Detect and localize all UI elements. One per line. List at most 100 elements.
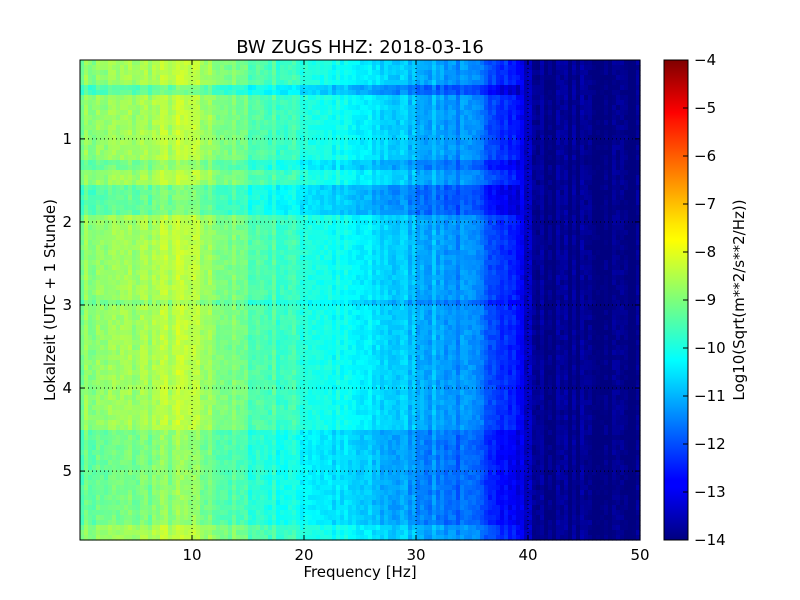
heatmap-cell [320, 115, 325, 121]
heatmap-cell [268, 205, 273, 211]
heatmap-cell [348, 85, 353, 91]
heatmap-cell [556, 195, 561, 201]
heatmap-cell [360, 200, 365, 206]
heatmap-cell [572, 225, 577, 231]
heatmap-cell [172, 120, 177, 126]
heatmap-cell [552, 230, 557, 236]
heatmap-cell [440, 220, 445, 226]
heatmap-cell [560, 140, 565, 146]
heatmap-cell [372, 225, 377, 231]
heatmap-cell [356, 110, 361, 116]
heatmap-cell [284, 215, 289, 221]
heatmap-cell [260, 95, 265, 101]
heatmap-cell [552, 80, 557, 86]
heatmap-cell [148, 225, 153, 231]
heatmap-cell [580, 110, 585, 116]
heatmap-cell [448, 120, 453, 126]
heatmap-cell [612, 125, 617, 131]
heatmap-cell [168, 120, 173, 126]
heatmap-cell [280, 235, 285, 241]
heatmap-cell [544, 135, 549, 141]
heatmap-cell [316, 225, 321, 231]
heatmap-cell [420, 160, 425, 166]
heatmap-cell [624, 70, 629, 76]
heatmap-cell [316, 60, 321, 66]
heatmap-cell [228, 70, 233, 76]
heatmap-cell [588, 170, 593, 176]
heatmap-cell [572, 185, 577, 191]
heatmap-cell [352, 130, 357, 136]
heatmap-cell [116, 150, 121, 156]
heatmap-cell [236, 190, 241, 196]
heatmap-cell [180, 140, 185, 146]
heatmap-cell [612, 110, 617, 116]
heatmap-cell [200, 135, 205, 141]
heatmap-cell [420, 215, 425, 221]
heatmap-cell [612, 150, 617, 156]
heatmap-cell [164, 130, 169, 136]
heatmap-cell [320, 220, 325, 226]
heatmap-cell [176, 70, 181, 76]
heatmap-cell [88, 140, 93, 146]
heatmap-cell [504, 60, 509, 66]
heatmap-cell [500, 190, 505, 196]
heatmap-cell [192, 205, 197, 211]
heatmap-cell [588, 135, 593, 141]
heatmap-cell [240, 185, 245, 191]
heatmap-cell [252, 210, 257, 216]
heatmap-cell [344, 185, 349, 191]
heatmap-cell [512, 110, 517, 116]
heatmap-cell [548, 90, 553, 96]
heatmap-cell [448, 110, 453, 116]
heatmap-cell [132, 175, 137, 181]
heatmap-cell [132, 185, 137, 191]
heatmap-cell [392, 60, 397, 66]
heatmap-cell [512, 100, 517, 106]
heatmap-cell [460, 100, 465, 106]
heatmap-cell [592, 225, 597, 231]
heatmap-cell [468, 160, 473, 166]
heatmap-cell [228, 90, 233, 96]
heatmap-cell [624, 200, 629, 206]
heatmap-cell [288, 180, 293, 186]
heatmap-cell [292, 165, 297, 171]
heatmap-cell [624, 105, 629, 111]
heatmap-cell [440, 120, 445, 126]
heatmap-cell [336, 230, 341, 236]
heatmap-cell [204, 135, 209, 141]
heatmap-cell [248, 195, 253, 201]
heatmap-cell [288, 150, 293, 156]
heatmap-cell [540, 150, 545, 156]
heatmap-cell [308, 75, 313, 81]
heatmap-cell [112, 90, 117, 96]
heatmap-cell [544, 180, 549, 186]
heatmap-cell [212, 135, 217, 141]
heatmap-cell [424, 165, 429, 171]
heatmap-cell [248, 170, 253, 176]
heatmap-cell [256, 115, 261, 121]
heatmap-cell [596, 70, 601, 76]
heatmap-cell [372, 105, 377, 111]
heatmap-cell [496, 195, 501, 201]
heatmap-cell [272, 170, 277, 176]
heatmap-cell [200, 140, 205, 146]
heatmap-cell [368, 150, 373, 156]
heatmap-cell [540, 215, 545, 221]
heatmap-cell [168, 60, 173, 66]
heatmap-cell [184, 180, 189, 186]
heatmap-cell [296, 100, 301, 106]
heatmap-cell [152, 155, 157, 161]
heatmap-cell [336, 235, 341, 241]
heatmap-cell [356, 195, 361, 201]
heatmap-cell [396, 165, 401, 171]
heatmap-cell [440, 105, 445, 111]
heatmap-cell [556, 65, 561, 71]
heatmap-cell [80, 210, 85, 216]
heatmap-cell [392, 150, 397, 156]
heatmap-cell [124, 225, 129, 231]
heatmap-cell [460, 220, 465, 226]
heatmap-cell [460, 135, 465, 141]
heatmap-cell [440, 90, 445, 96]
heatmap-cell [120, 75, 125, 81]
heatmap-cell [480, 195, 485, 201]
